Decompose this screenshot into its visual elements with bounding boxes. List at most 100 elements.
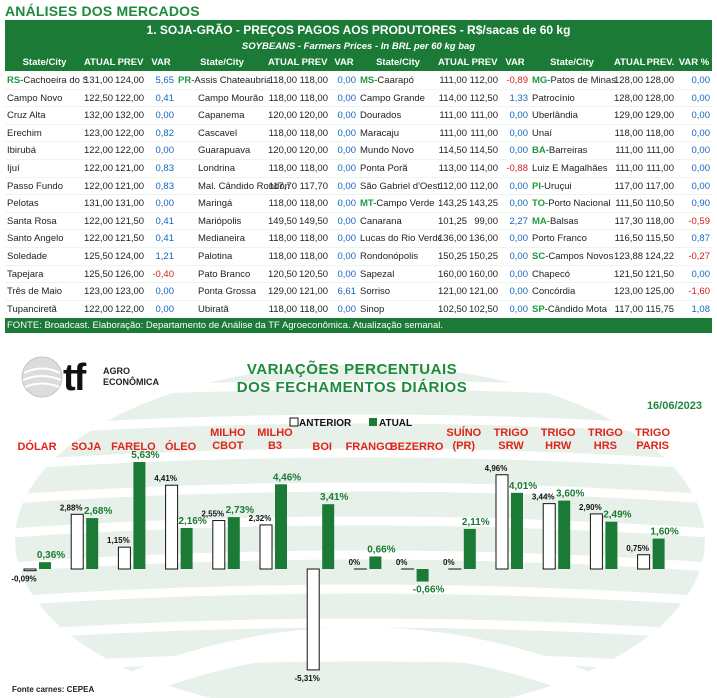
bar-atual [463, 528, 476, 569]
city-cell: Pato Branco [178, 265, 290, 284]
var-cell: 0,00 [691, 127, 711, 139]
data-label-atual: 3,41% [320, 492, 348, 503]
city-name: Maracaju [360, 127, 400, 139]
category-label: HRW [545, 440, 572, 452]
table-footer: FONTE: Broadcast. Elaboração: Departamen… [5, 318, 712, 333]
atual-cell: 118,00 [268, 233, 297, 245]
data-label-anterior: 2,32% [249, 514, 272, 523]
category-label: MILHO [210, 427, 246, 439]
atual-cell: 111,00 [439, 75, 467, 86]
city-name: Guarapuava [198, 145, 251, 157]
state-prefix: MS- [360, 75, 378, 86]
column-header: PREV [471, 57, 498, 68]
column-header: ATUAL [614, 57, 646, 68]
var-cell: 5,65 [155, 75, 175, 86]
var-cell: -1,60 [688, 286, 710, 298]
city-cell: Londrina [178, 159, 290, 178]
var-cell: 0,00 [509, 145, 529, 157]
prev-cell: 99,00 [474, 215, 498, 227]
city-cell: Campo Mourão [178, 89, 290, 108]
city-cell: Patrocínio [532, 89, 616, 108]
var-cell: 0,00 [155, 110, 175, 122]
category-label: B3 [268, 440, 282, 452]
city-name: Sinop [360, 303, 385, 315]
atual-cell: 122,00 [84, 215, 113, 227]
atual-cell: 122,00 [84, 145, 113, 157]
atual-cell: 121,50 [614, 268, 643, 280]
var-cell: 0,00 [337, 215, 357, 227]
column-header: PREV [301, 57, 328, 68]
prev-cell: 128,00 [645, 75, 674, 86]
var-cell: 0,00 [337, 233, 357, 245]
var-cell: 0,00 [337, 251, 357, 262]
var-cell: 0,41 [155, 233, 175, 245]
city-cell: PI-Uruçui [532, 177, 616, 196]
data-label-atual: 0,66% [367, 544, 395, 555]
price-table: 1. SOJA-GRÃO - PREÇOS PAGOS AOS PRODUTOR… [5, 20, 712, 333]
atual-cell: 111,00 [439, 127, 467, 139]
prev-cell: 125,00 [645, 286, 674, 298]
prev-cell: 124,22 [645, 251, 674, 262]
bar-anterior [542, 503, 556, 570]
bar-anterior [23, 568, 37, 572]
atual-cell: 117,30 [614, 215, 643, 227]
table-title: 1. SOJA-GRÃO - PREÇOS PAGOS AOS PRODUTOR… [5, 20, 712, 40]
atual-cell: 123,00 [84, 127, 113, 139]
var-cell: 0,00 [691, 268, 711, 280]
var-cell: 0,83 [155, 163, 175, 174]
row-divider [5, 88, 712, 90]
data-label-anterior: 4,96% [485, 464, 508, 473]
bar-anterior [306, 568, 320, 671]
data-label-atual: 4,46% [273, 472, 301, 483]
category-label: TRIGO [494, 427, 529, 439]
state-prefix: PR- [178, 75, 195, 86]
var-cell: 0,41 [155, 215, 175, 227]
prev-cell: 132,00 [115, 110, 144, 122]
city-name: Barreiras [548, 145, 588, 157]
prev-cell: 122,00 [115, 303, 144, 315]
atual-cell: 128,00 [614, 92, 643, 104]
legend-swatch-atual [369, 418, 377, 426]
prev-cell: 112,50 [469, 92, 498, 104]
var-cell: 0,00 [509, 127, 529, 139]
city-name: Passo Fundo [7, 180, 63, 192]
state-prefix: SP- [532, 303, 548, 315]
city-name: Uberlândia [532, 110, 578, 122]
city-cell: Mariópolis [178, 212, 290, 231]
var-cell: 1,21 [155, 251, 175, 262]
city-cell: Uberlândia [532, 106, 616, 125]
city-name: Campos Novos [548, 251, 614, 262]
city-cell: Tupanciretã [7, 300, 86, 319]
city-cell: TO-Porto Nacional [532, 194, 616, 213]
var-cell: 0,00 [337, 92, 357, 104]
column-header: State/City [22, 57, 67, 68]
data-label-anterior: 1,15% [107, 536, 130, 545]
var-cell: 0,00 [509, 110, 529, 122]
prev-cell: 126,00 [115, 268, 144, 280]
var-cell: 2,27 [509, 215, 529, 227]
city-cell: Sinop [360, 300, 440, 319]
city-name: Cachoeira do Sul [23, 75, 86, 86]
data-label-anterior: 0% [349, 558, 361, 567]
data-label-atual: 1,60% [650, 527, 678, 538]
atual-cell: 117,00 [614, 303, 643, 315]
prev-cell: 121,00 [299, 286, 328, 298]
city-name: Concórdia [532, 286, 576, 298]
var-cell: 0,00 [691, 180, 711, 192]
var-cell: -0,40 [152, 268, 174, 280]
city-cell: MS-Caarapó [360, 71, 440, 90]
city-cell: São Gabriel d'Oest [360, 177, 440, 196]
city-name: Ponta Porã [360, 163, 408, 174]
bar-atual [652, 538, 665, 569]
city-cell: RS-Cachoeira do Sul [7, 71, 86, 90]
prev-cell: 111,00 [470, 127, 498, 139]
prev-cell: 122,00 [115, 92, 144, 104]
city-cell: Dourados [360, 106, 440, 125]
var-cell: -0,27 [688, 251, 710, 262]
bar-atual [416, 569, 429, 582]
atual-cell: 125,50 [84, 268, 113, 280]
column-header: ATUAL [84, 57, 116, 68]
prev-cell: 124,00 [115, 75, 144, 86]
category-label: DÓLAR [17, 440, 56, 453]
atual-cell: 116,50 [614, 233, 643, 245]
